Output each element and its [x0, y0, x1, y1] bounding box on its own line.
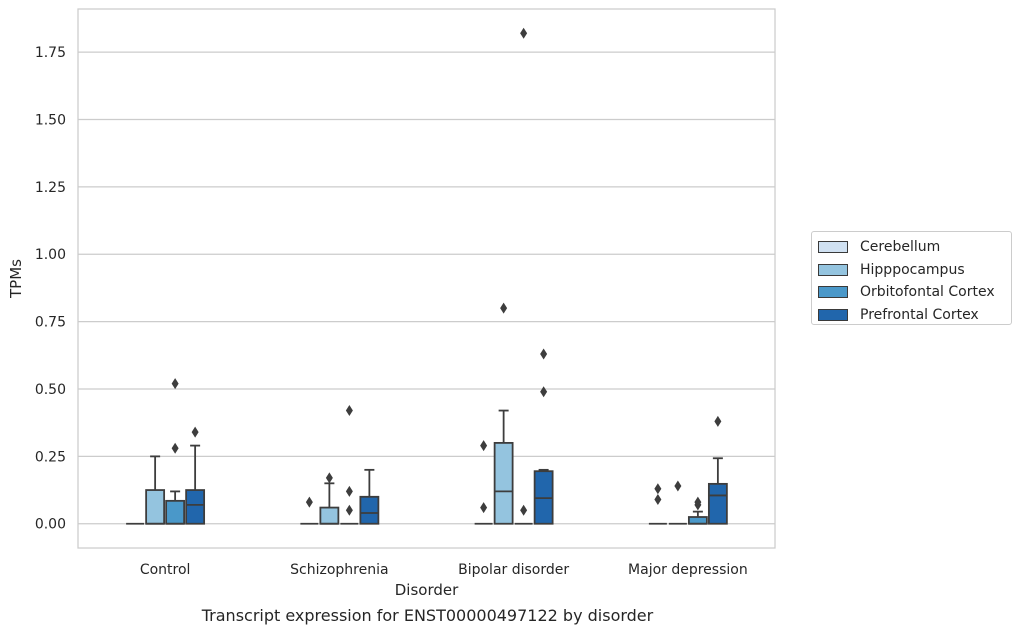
box-orbitofontal-cortex — [687, 496, 708, 525]
x-axis-label: Disorder — [395, 581, 459, 599]
legend-item-prefrontal: Prefrontal Cortex — [818, 304, 1011, 327]
legend-label-prefrontal: Prefrontal Cortex — [860, 306, 979, 323]
y-axis-label: TPMs — [7, 259, 25, 299]
box-orbitofontal-cortex — [514, 27, 533, 525]
y-tick-labels: 0.00 0.25 0.50 0.75 1.00 1.25 1.50 1.75 — [35, 45, 66, 533]
outlier-point — [714, 415, 722, 427]
y-tick-label: 1.25 — [35, 180, 66, 196]
x-tick-labels: Control Schizophrenia Bipolar disorder Majo… — [140, 562, 748, 578]
gridlines — [78, 51, 775, 525]
box-iqr — [687, 516, 708, 525]
box-hipppocampus — [493, 302, 514, 525]
box-iqr — [707, 482, 728, 525]
box-prefrontal-cortex — [185, 426, 206, 525]
outlier-point — [540, 348, 548, 360]
outlier-point — [654, 483, 662, 495]
box-hipppocampus — [319, 472, 340, 525]
box-iqr — [165, 499, 186, 525]
legend-swatch-prefrontal — [818, 308, 848, 321]
chart-caption: Transcript expression for ENST0000049712… — [201, 606, 654, 625]
outlier-point — [345, 504, 353, 516]
legend: Cerebellum Hipppocampus Orbitofontal Cor… — [811, 231, 1012, 325]
box-iqr — [493, 441, 514, 525]
outlier-point — [171, 442, 179, 454]
box-cerebellum — [474, 440, 493, 525]
outlier-point — [171, 378, 179, 390]
box-prefrontal-cortex — [359, 468, 380, 525]
boxes — [126, 27, 728, 525]
y-tick-label: 0.25 — [35, 449, 66, 465]
legend-label-cerebellum: Cerebellum — [860, 239, 941, 256]
outlier-point — [480, 502, 488, 514]
x-tick-label: Schizophrenia — [290, 562, 388, 578]
x-tick-label: Major depression — [628, 562, 748, 578]
y-tick-label: 0.50 — [35, 382, 66, 398]
outlier-point — [654, 493, 662, 505]
legend-label-hippocampus: Hipppocampus — [860, 261, 965, 278]
outlier-point — [694, 496, 702, 508]
outlier-point — [520, 504, 528, 516]
legend-label-orbitofrontal: Orbitofontal Cortex — [860, 284, 995, 301]
y-tick-label: 1.50 — [35, 112, 66, 128]
box-iqr — [185, 489, 206, 525]
outlier-point — [674, 480, 682, 492]
box-cerebellum — [300, 496, 319, 525]
box-prefrontal-cortex — [707, 415, 728, 525]
outlier-point — [305, 496, 313, 508]
outlier-point — [500, 302, 508, 314]
x-tick-label: Bipolar disorder — [458, 562, 569, 578]
outlier-point — [480, 440, 488, 452]
legend-item-orbitofrontal: Orbitofontal Cortex — [818, 281, 1011, 304]
box-iqr — [359, 495, 380, 525]
box-hipppocampus — [145, 455, 166, 525]
legend-swatch-cerebellum — [818, 241, 848, 254]
y-tick-label: 0.00 — [35, 517, 66, 533]
plot-area-frame — [77, 8, 776, 549]
box-cerebellum — [648, 483, 667, 525]
legend-item-hippocampus: Hipppocampus — [818, 259, 1011, 282]
outlier-point — [520, 27, 528, 39]
legend-swatch-orbitofrontal — [818, 286, 848, 299]
legend-swatch-hippocampus — [818, 263, 848, 276]
box-hipppocampus — [668, 480, 687, 525]
box-orbitofontal-cortex — [165, 378, 186, 525]
y-tick-label: 1.00 — [35, 247, 66, 263]
box-iqr — [319, 506, 340, 525]
outlier-point — [325, 472, 333, 484]
y-tick-label: 1.75 — [35, 45, 66, 61]
outlier-point — [345, 485, 353, 497]
outlier-point — [540, 386, 548, 398]
x-tick-label: Control — [140, 562, 191, 578]
outlier-point — [191, 426, 199, 438]
y-tick-label: 0.75 — [35, 315, 66, 331]
box-prefrontal-cortex — [533, 348, 554, 525]
legend-item-cerebellum: Cerebellum — [818, 236, 1011, 259]
outlier-point — [345, 405, 353, 417]
box-orbitofontal-cortex — [340, 405, 359, 525]
box-iqr — [145, 489, 166, 525]
